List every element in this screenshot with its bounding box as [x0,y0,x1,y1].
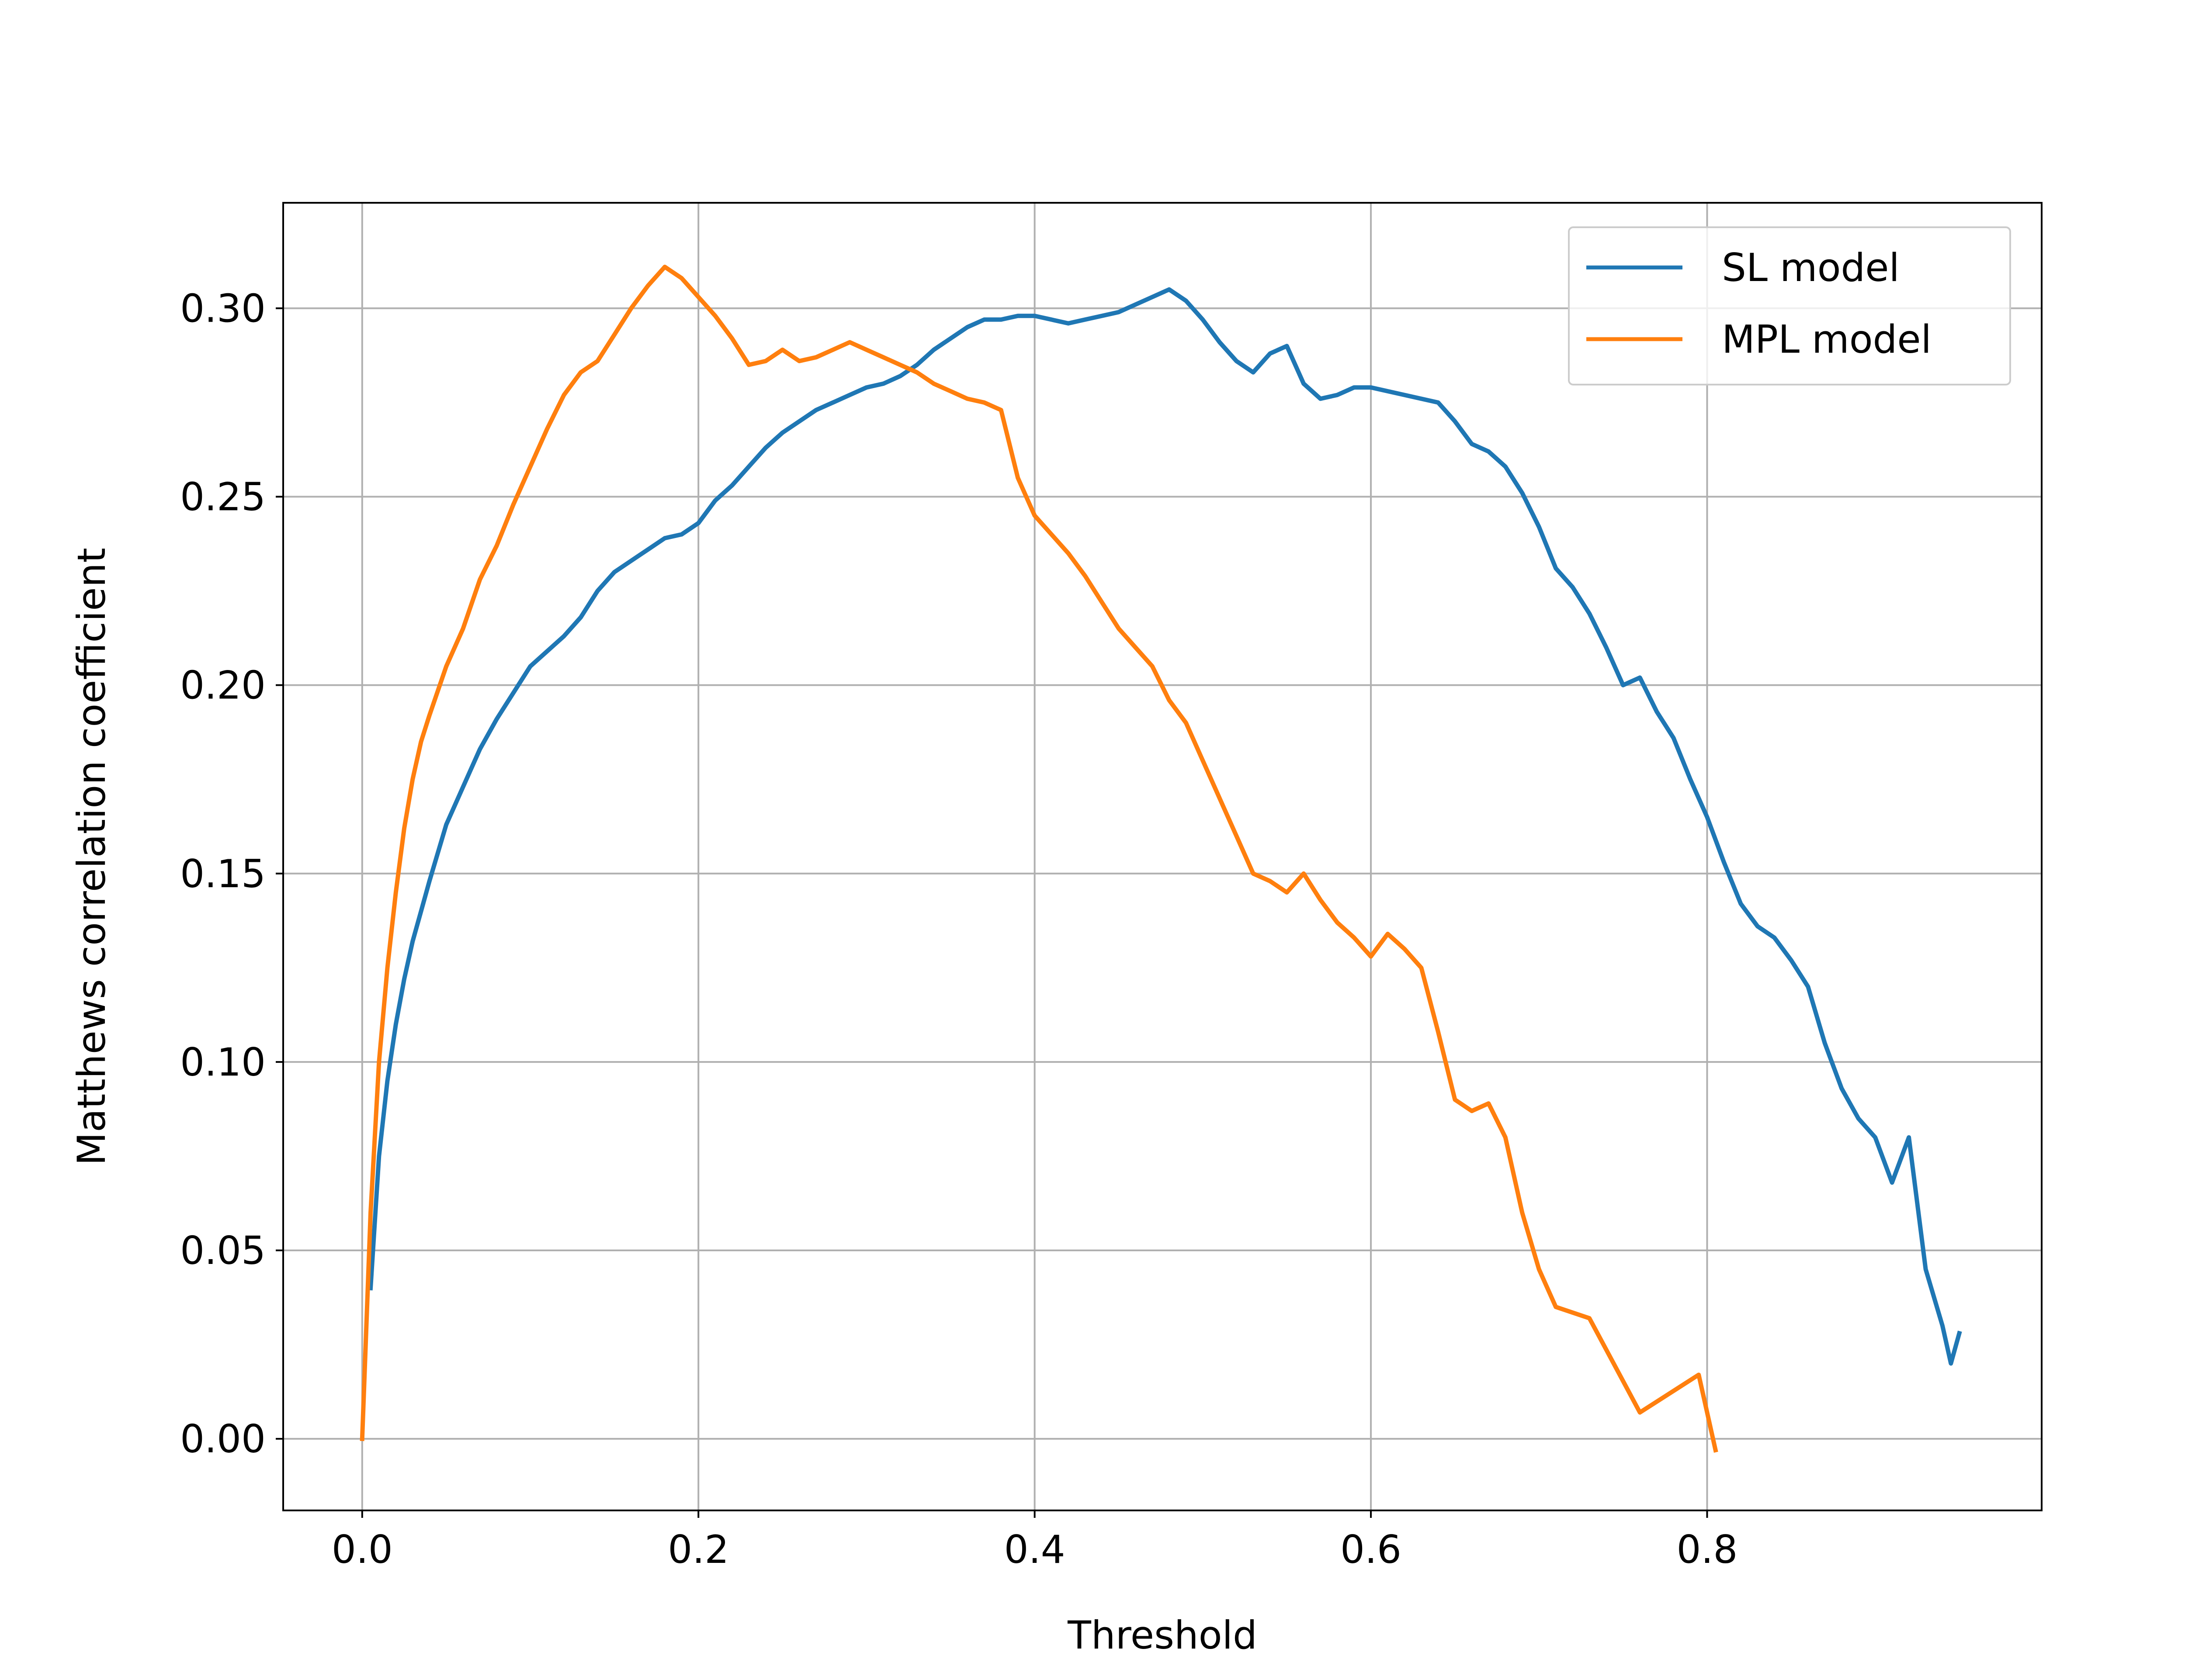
legend: SL model MPL model [1568,226,2011,385]
series-lines [360,264,1962,1453]
y-tick-label: 0.30 [180,286,266,331]
y-tick-label: 0.25 [180,475,266,520]
x-tick-label: 0.6 [1340,1527,1401,1572]
y-tick-label: 0.10 [180,1040,266,1085]
legend-label-mpl-model: MPL model [1722,317,1932,362]
legend-label-sl-model: SL model [1722,245,1900,290]
plot-frame [282,202,2043,1511]
x-tick-label: 0.0 [332,1527,393,1572]
y-tick-label: 0.00 [180,1416,266,1461]
x-tick-label: 0.4 [1004,1527,1065,1572]
axis-ticks: 0.0 0.2 0.4 0.6 0.8 0.00 0.05 0.10 0.15 0.20 0.25 0… [180,286,1738,1572]
x-tick-label: 0.8 [1676,1527,1738,1572]
y-axis-label: Matthews correlation coefficient [69,548,114,1165]
series-line-sl-model [368,287,1962,1366]
y-tick-label: 0.05 [180,1228,266,1273]
y-tick-label: 0.20 [180,663,266,708]
x-axis-label: Threshold [1067,1613,1257,1658]
y-tick-label: 0.15 [180,851,266,896]
x-tick-label: 0.2 [668,1527,729,1572]
series-line-mpl-model [360,264,1718,1453]
